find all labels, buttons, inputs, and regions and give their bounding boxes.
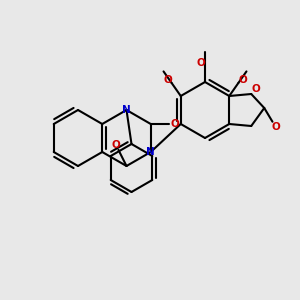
Text: O: O <box>170 119 179 129</box>
Text: N: N <box>122 105 131 115</box>
Text: O: O <box>252 84 261 94</box>
Text: O: O <box>271 122 280 132</box>
Text: O: O <box>196 58 206 68</box>
Text: O: O <box>163 75 172 85</box>
Text: O: O <box>111 140 120 149</box>
Text: N: N <box>146 147 155 157</box>
Text: O: O <box>238 75 247 85</box>
